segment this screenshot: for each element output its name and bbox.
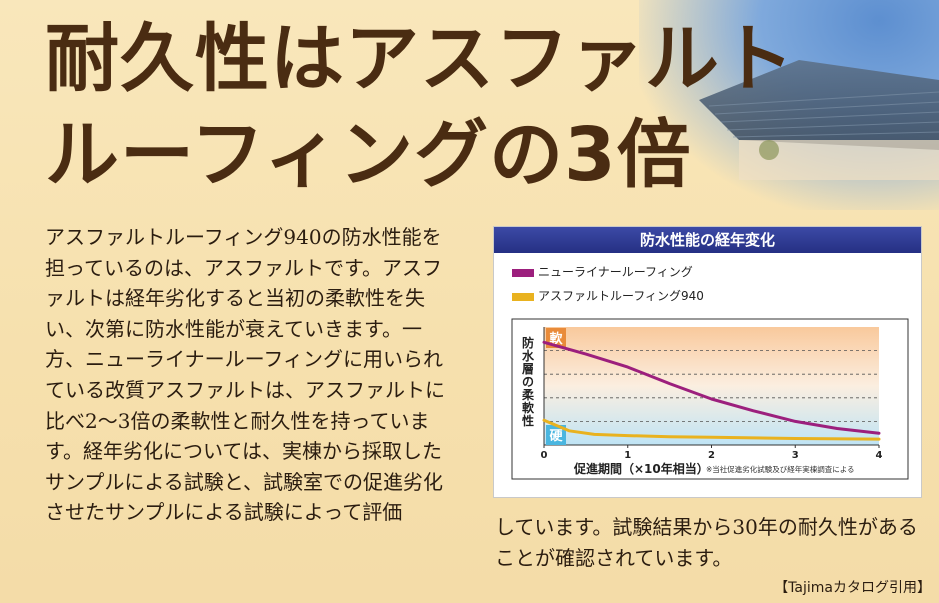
legend-item-940: アスファルトルーフィング940 bbox=[512, 287, 704, 304]
series-line-0 bbox=[542, 340, 881, 435]
y-axis-label-char-0: 防 bbox=[522, 335, 534, 350]
headline-line2: ルーフィングの3倍 bbox=[45, 112, 692, 198]
body-text-column1: アスファルトルーフィング940の防水性能を担っているのは、アスファルトです。アス… bbox=[45, 225, 445, 525]
x-tick-label-4: 4 bbox=[876, 450, 883, 461]
legend-swatch-yellow bbox=[512, 292, 534, 301]
x-tick-label-1: 1 bbox=[624, 450, 631, 461]
headline-line1: 耐久性はアスファルト bbox=[45, 16, 795, 102]
chart-footnote: ※当社促進劣化試験及び経年実棟調査による bbox=[706, 464, 855, 474]
y-axis-label-char-5: 軟 bbox=[522, 400, 535, 415]
legend-swatch-magenta bbox=[512, 268, 534, 277]
series-line-1 bbox=[542, 418, 881, 441]
source-credit: 【Tajimaカタログ引用】 bbox=[774, 580, 931, 596]
legend-label-940: アスファルトルーフィング940 bbox=[538, 289, 704, 303]
y-axis-label-char-2: 層 bbox=[522, 362, 534, 376]
y-bottom-label-bg bbox=[546, 425, 566, 445]
chart-title: 防水性能の経年変化 bbox=[494, 227, 921, 253]
chart-panel: 防水性能の経年変化 ニューライナールーフィング アスファルトルーフィング940 … bbox=[493, 226, 922, 498]
x-tick-label-2: 2 bbox=[708, 450, 715, 461]
y-axis-label-char-3: の bbox=[522, 375, 534, 389]
y-axis-label-char-6: 性 bbox=[521, 413, 534, 428]
y-axis-label-char-1: 水 bbox=[522, 348, 535, 363]
x-axis-label: 促進期間（×10年相当） bbox=[573, 461, 709, 476]
y-bottom-label: 硬 bbox=[549, 429, 563, 444]
y-axis-label-char-4: 柔 bbox=[521, 387, 535, 402]
y-top-label: 軟 bbox=[549, 331, 563, 347]
body-text-column2: しています。試験結果から30年の耐久性があることが確認されています。 bbox=[495, 515, 918, 570]
legend-label-newliner: ニューライナールーフィング bbox=[538, 265, 693, 279]
x-tick-label-3: 3 bbox=[792, 450, 799, 461]
roof-photo bbox=[699, 60, 939, 180]
legend-item-newliner: ニューライナールーフィング bbox=[512, 263, 693, 280]
x-tick-label-0: 0 bbox=[541, 450, 548, 461]
